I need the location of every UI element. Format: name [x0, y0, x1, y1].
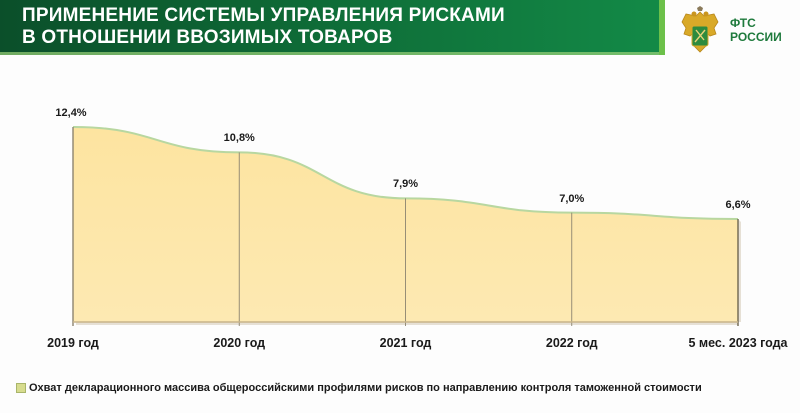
data-label: 7,9%: [392, 178, 419, 191]
header-underline: [0, 52, 665, 55]
page-title: ПРИМЕНЕНИЕ СИСТЕМЫ УПРАВЛЕНИЯ РИСКАМИ В …: [22, 5, 505, 49]
x-axis-label: 5 мес. 2023 года: [688, 336, 788, 350]
x-axis-label: 2022 год: [545, 336, 598, 350]
data-label: 12,4%: [55, 107, 87, 119]
legend-swatch: [16, 383, 26, 393]
legend: Охват декларационного массива общероссий…: [16, 382, 702, 394]
data-label: 10,8%: [223, 132, 255, 145]
title-line-1: ПРИМЕНЕНИЕ СИСТЕМЫ УПРАВЛЕНИЯ РИСКАМИ: [22, 5, 505, 26]
header-accent-stripe: [659, 0, 665, 55]
legend-label: Охват декларационного массива общероссий…: [29, 382, 702, 394]
x-axis-label: 2021 год: [379, 336, 432, 350]
fts-logo: ФТС РОССИИ: [678, 6, 798, 54]
logo-text-line-1: ФТС: [730, 16, 756, 30]
title-line-2: В ОТНОШЕНИИ ВВОЗИМЫХ ТОВАРОВ: [22, 27, 393, 48]
data-label: 7,0%: [559, 192, 585, 205]
header-banner: ПРИМЕНЕНИЕ СИСТЕМЫ УПРАВЛЕНИЯ РИСКАМИ В …: [0, 0, 665, 55]
category-dividers: [72, 127, 739, 326]
x-axis-label: 2020 год: [213, 336, 266, 350]
logo-text-line-2: РОССИИ: [730, 30, 782, 44]
x-axis-label: 2019 год: [47, 336, 99, 350]
double-headed-eagle-emblem-icon: [681, 6, 719, 53]
logo-text: ФТС РОССИИ: [730, 16, 782, 44]
data-label: 6,6%: [725, 199, 751, 211]
area-top-line: [72, 126, 739, 220]
